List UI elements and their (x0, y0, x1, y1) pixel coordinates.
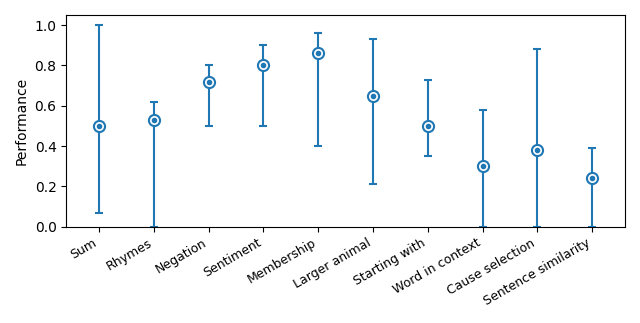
Y-axis label: Performance: Performance (15, 77, 29, 165)
